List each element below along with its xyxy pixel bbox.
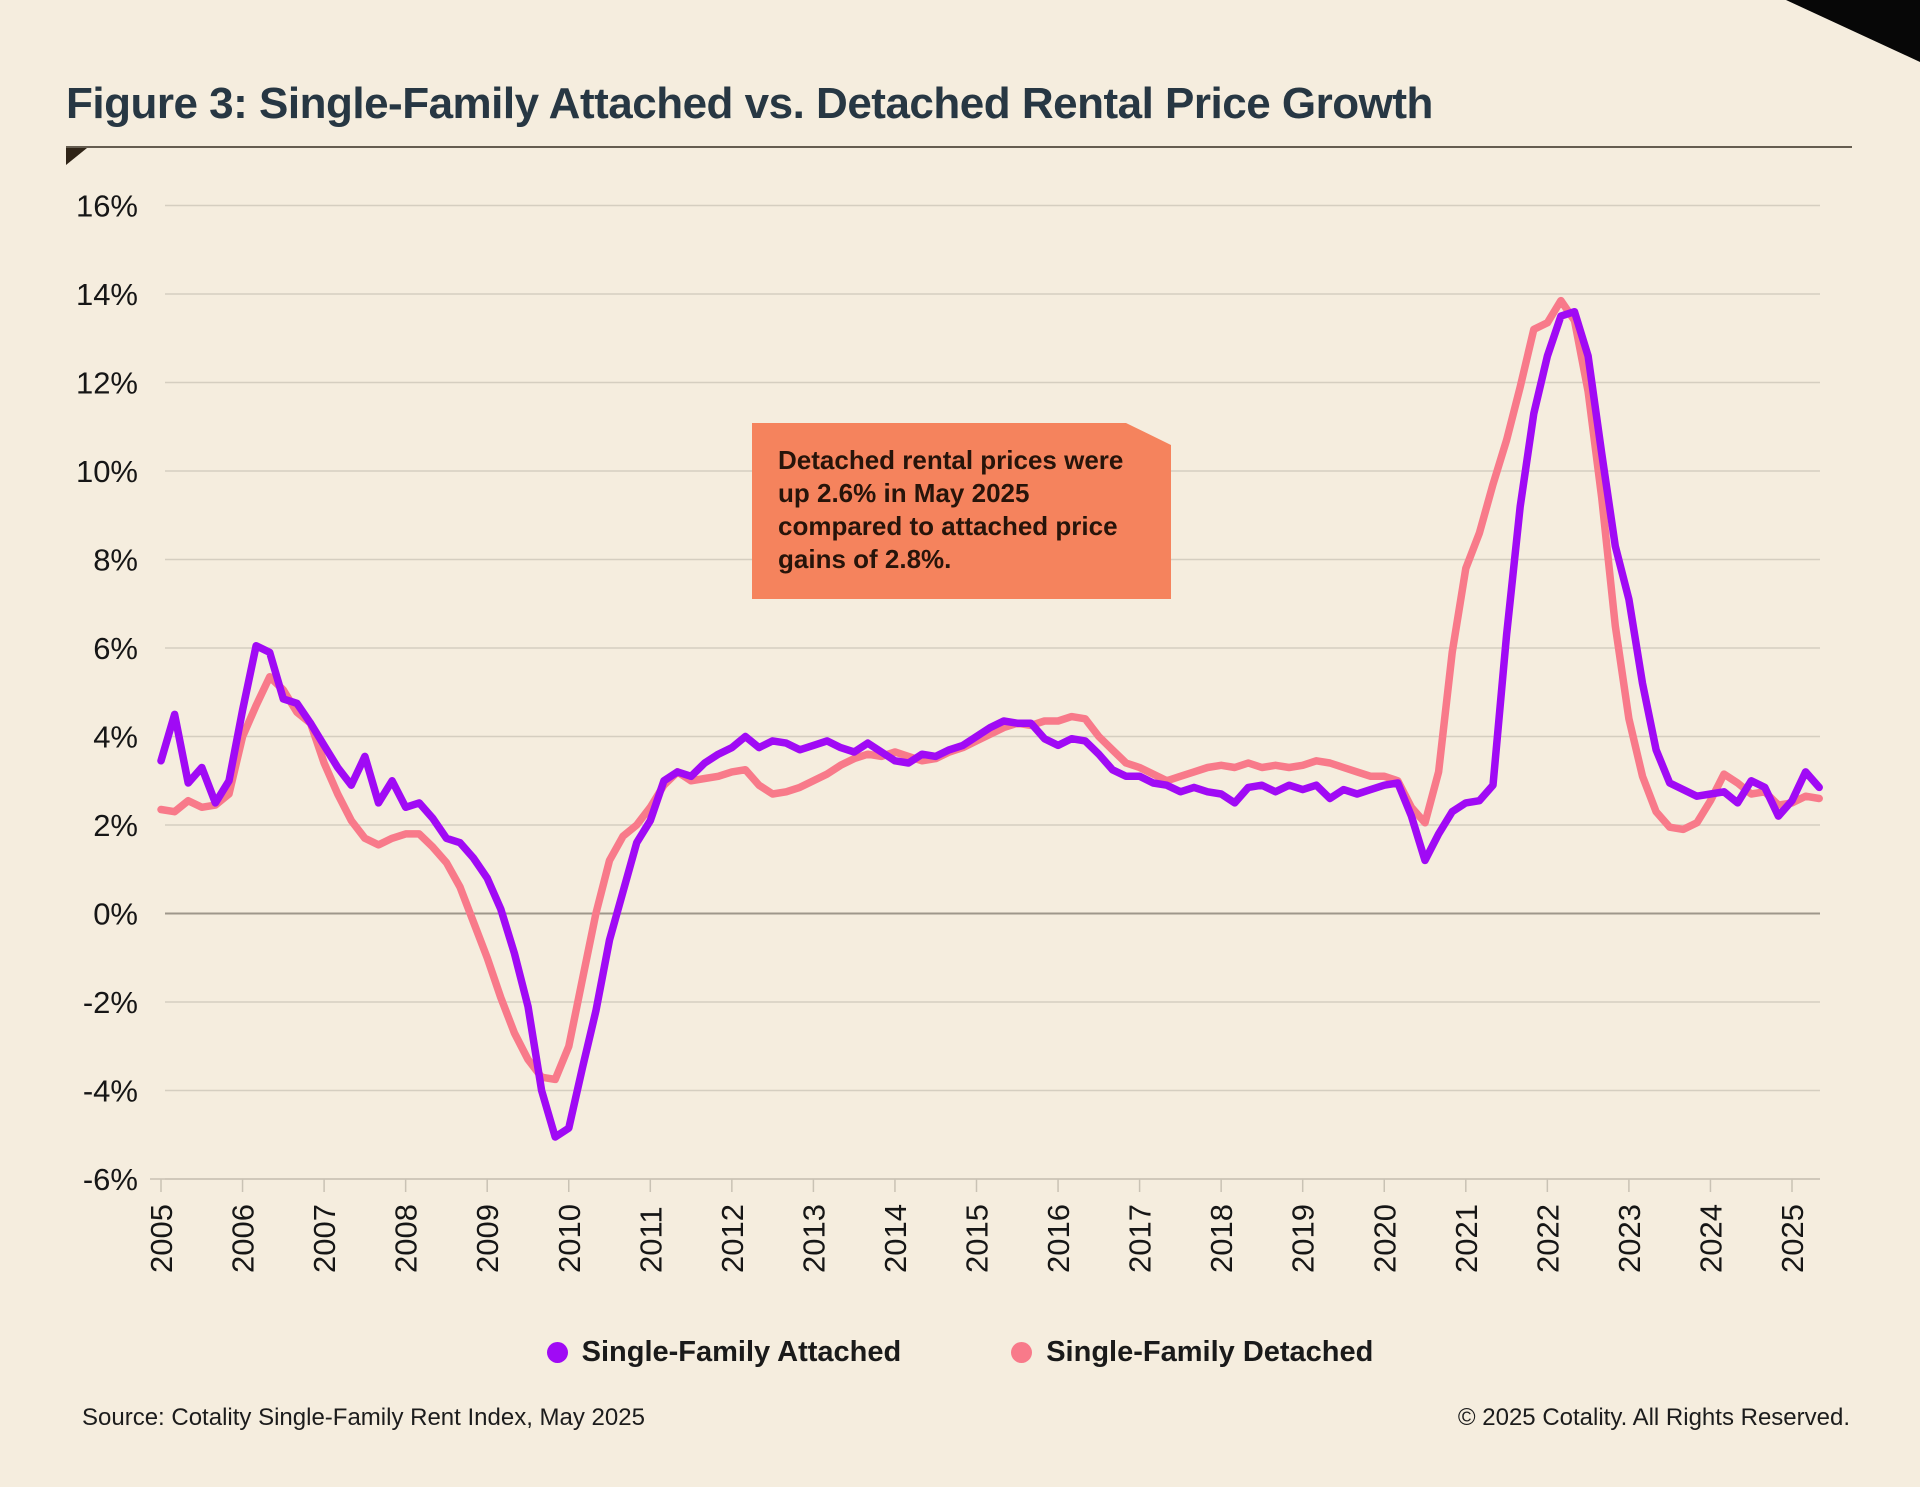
- x-tick-label: 2012: [715, 1204, 750, 1273]
- legend-item-detached: Single-Family Detached: [1011, 1336, 1373, 1369]
- x-tick-label: 2011: [633, 1206, 668, 1273]
- x-tick-label: 2009: [470, 1204, 505, 1273]
- y-tick-label: 6%: [93, 631, 138, 666]
- series-line-single-family-detached: [157, 296, 1823, 1084]
- x-tick-label: 2006: [226, 1204, 261, 1273]
- x-tick-label: 2024: [1693, 1204, 1728, 1273]
- legend-dot-detached-icon: [1011, 1341, 1033, 1363]
- callout-annotation: Detached rental prices were up 2.6% in M…: [752, 423, 1171, 599]
- x-tick-label: 2014: [878, 1204, 913, 1273]
- y-tick-label: 2%: [93, 808, 138, 843]
- y-tick-label: 4%: [93, 720, 138, 755]
- x-tick-label: 2023: [1612, 1204, 1647, 1273]
- x-tick-label: 2010: [552, 1204, 587, 1273]
- page-title: Figure 3: Single-Family Attached vs. Det…: [66, 79, 1433, 129]
- series-line-single-family-attached: [157, 307, 1823, 1141]
- y-tick-label: 10%: [76, 454, 138, 489]
- x-tick-label: 2025: [1775, 1204, 1810, 1273]
- x-tick-label: 2018: [1204, 1204, 1239, 1273]
- chart-legend: Single-Family Attached Single-Family Det…: [0, 1330, 1920, 1374]
- y-tick-label: -2%: [83, 985, 138, 1020]
- x-tick-label: 2016: [1041, 1204, 1076, 1273]
- x-tick-label: 2017: [1123, 1204, 1158, 1273]
- y-tick-label: 16%: [76, 189, 138, 224]
- y-tick-label: -4%: [83, 1074, 138, 1109]
- callout-annotation-text: Detached rental prices were up 2.6% in M…: [778, 445, 1124, 575]
- x-tick-label: 2015: [960, 1204, 995, 1273]
- x-tick-label: 2007: [307, 1204, 342, 1273]
- legend-dot-attached-icon: [546, 1341, 568, 1363]
- title-divider-rule: [66, 146, 1852, 148]
- legend-item-attached: Single-Family Attached: [546, 1335, 902, 1369]
- x-tick-label: 2013: [796, 1204, 831, 1273]
- x-tick-label: 2020: [1367, 1204, 1402, 1273]
- x-tick-label: 2005: [144, 1204, 179, 1273]
- y-tick-label: 0%: [93, 897, 138, 932]
- x-tick-label: 2022: [1530, 1204, 1565, 1273]
- x-tick-label: 2008: [389, 1204, 424, 1273]
- legend-label-detached: Single-Family Detached: [1046, 1335, 1374, 1368]
- legend-label-attached: Single-Family Attached: [581, 1335, 902, 1368]
- x-tick-label: 2021: [1449, 1204, 1484, 1273]
- y-tick-label: 8%: [93, 543, 138, 578]
- copyright-note: © 2025 Cotality. All Rights Reserved.: [1457, 1404, 1850, 1431]
- x-tick-label: 2019: [1286, 1204, 1321, 1273]
- source-note: Source: Cotality Single-Family Rent Inde…: [82, 1404, 645, 1431]
- y-tick-label: 14%: [76, 277, 138, 312]
- y-tick-label: 12%: [76, 366, 138, 401]
- y-tick-label: -6%: [83, 1162, 138, 1197]
